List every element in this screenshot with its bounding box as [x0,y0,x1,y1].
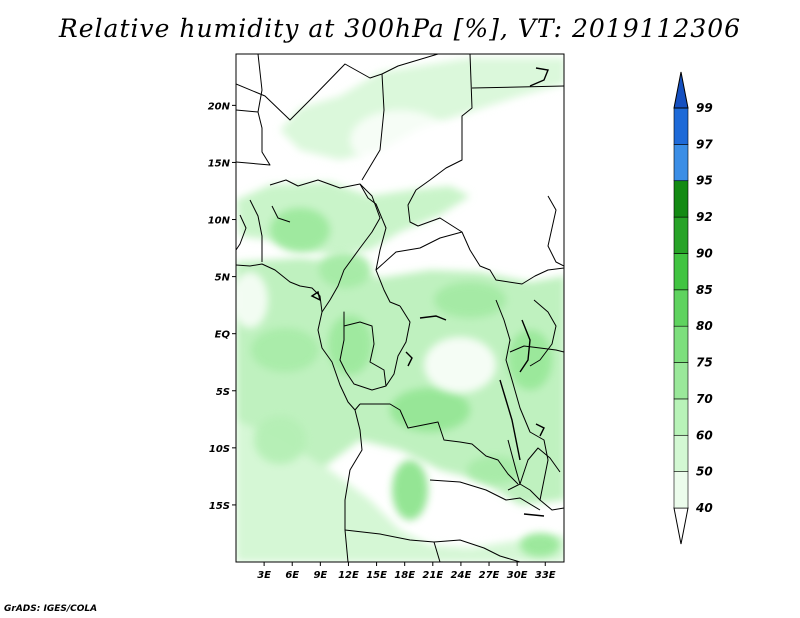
humidity-patch [467,456,523,484]
lat-tick-label: 20N [208,101,231,112]
lon-tick-label: 6E [285,570,299,581]
colorbar-level-label: 80 [696,319,713,333]
humidity-patch [392,460,428,520]
colorbar-level-label: 85 [696,283,713,297]
dry-area [236,272,268,328]
colorbar-level-label: 92 [696,210,713,224]
humidity-patch [520,533,560,557]
map-frame [235,53,565,563]
colorbar-level-label: 90 [696,246,713,260]
colorbar-segment [673,325,689,363]
lat-tick-label: 5N [215,273,231,284]
longitude-axis: 3E 6E 9E 12E 15E 18E 21E 24E 27E 30E 33E [257,562,556,581]
lat-tick-label: 10S [209,444,230,455]
lat-tick-label: EQ [215,330,231,341]
colorbar-segment [673,471,689,509]
humidity-patch [328,315,372,375]
colorbar-min-extension [673,507,689,545]
colorbar-level-label: 50 [696,465,713,479]
lon-tick-label: 30E [507,570,528,581]
lat-tick-label: 10N [208,216,231,227]
humidity-patch [434,282,506,318]
lat-tick-label: 15N [208,158,231,169]
grads-credit: GrADS: IGES/COLA [4,604,98,614]
colorbar-segment [673,144,689,182]
lon-tick-label: 9E [313,570,327,581]
colorbar-segment [673,289,689,327]
humidity-patch [254,416,306,464]
humidity-patch [270,208,330,252]
country-borders [236,54,564,562]
humidity-patch [319,252,371,288]
chart-title: Relative humidity at 300hPa [%], VT: 201… [58,14,742,43]
colorbar-level-label: 97 [696,137,713,151]
colorbar-segment [673,216,689,254]
colorbar-segment [673,434,689,472]
colorbar-level-label: 40 [695,501,713,515]
latitude-axis: 20N 15N 10N 5N EQ 5S 10S 15S [208,101,236,512]
colorbar-segment [673,253,689,291]
lon-tick-label: 18E [394,570,415,581]
humidity-region-central [236,258,564,520]
colorbar-level-label: 99 [696,101,713,115]
colorbar-level-label: 75 [696,356,713,370]
lon-tick-label: 21E [422,570,443,581]
lat-tick-label: 15S [209,501,230,512]
colorbar-segment [673,398,689,436]
lon-tick-label: 15E [366,570,387,581]
lon-tick-label: 27E [479,570,500,581]
lakes [310,67,549,517]
lon-tick-label: 33E [535,570,556,581]
colorbar-level-label: 60 [696,428,713,442]
lat-tick-label: 5S [216,387,230,398]
humidity-field [236,54,564,562]
humidity-patch [508,330,552,390]
humidity-region-south [236,420,564,562]
humidity-patch [390,388,470,432]
colorbar-segment [673,362,689,400]
lon-tick-label: 3E [257,570,271,581]
lon-tick-label: 12E [338,570,359,581]
dry-area [424,337,496,393]
colorbar-level-label: 70 [696,392,713,406]
colorbar-max-extension [673,71,689,109]
colorbar-segment [673,180,689,218]
colorbar-segment [673,107,689,145]
dry-area [350,110,450,170]
humidity-patch [251,328,319,372]
colorbar-level-label: 95 [696,174,713,188]
lon-tick-label: 24E [451,570,472,581]
